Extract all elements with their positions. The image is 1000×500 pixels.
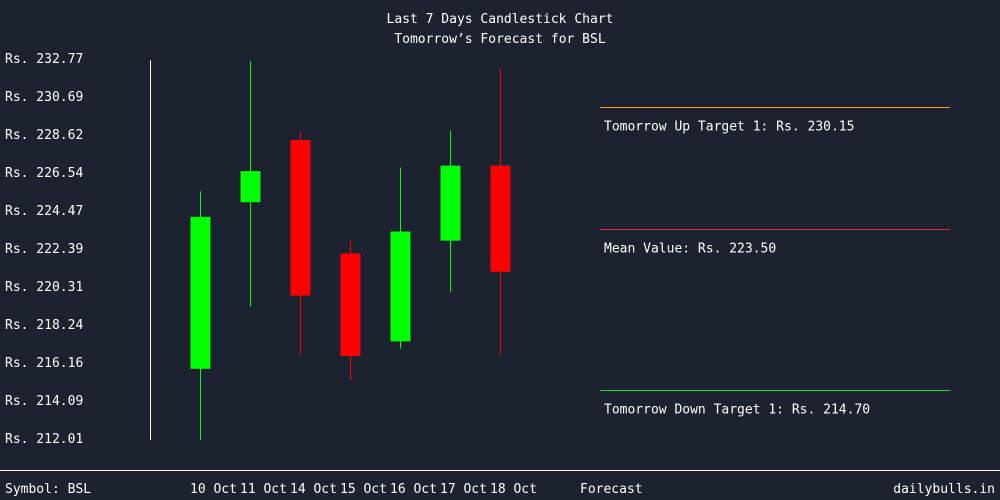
candle-body	[490, 165, 511, 272]
candle-body	[440, 165, 461, 241]
y-axis-ticks: Rs. 232.77 Rs. 230.69 Rs. 228.62 Rs. 226.54…	[5, 52, 83, 447]
footer-symbol: Symbol: BSL	[5, 482, 91, 497]
x-tick-label: 15 Oct	[340, 482, 387, 497]
y-tick-label: Rs. 226.54	[5, 166, 83, 181]
x-tick-label: 10 Oct	[190, 482, 237, 497]
x-axis-ticks: 10 Oct 11 Oct 14 Oct 15 Oct 16 Oct 17 Oct 18 O…	[190, 482, 537, 497]
chart-title: Last 7 Days Candlestick Chart	[387, 12, 614, 27]
y-tick-label: Rs. 224.47	[5, 204, 83, 219]
candle-body	[390, 231, 411, 342]
y-tick-label: Rs. 232.77	[5, 52, 83, 67]
forecast-label-mean: Mean Value: Rs. 223.50	[604, 242, 776, 257]
x-tick-label: 17 Oct	[440, 482, 487, 497]
candle-body	[190, 216, 211, 369]
chart-subtitle: Tomorrow’s Forecast for BSL	[394, 32, 605, 47]
y-tick-label: Rs. 216.16	[5, 356, 83, 371]
x-tick-label: 16 Oct	[390, 482, 437, 497]
y-tick-label: Rs. 222.39	[5, 242, 83, 257]
candle-body	[240, 171, 261, 203]
forecast-label: Forecast	[580, 482, 643, 497]
candle-body	[290, 139, 311, 296]
y-tick-label: Rs. 228.62	[5, 128, 83, 143]
y-tick-label: Rs. 220.31	[5, 280, 83, 295]
y-tick-label: Rs. 212.01	[5, 432, 83, 447]
y-tick-label: Rs. 230.69	[5, 90, 83, 105]
candles-group	[190, 61, 511, 441]
footer-brand: dailybulls.in	[893, 482, 995, 497]
forecast-label-down_target: Tomorrow Down Target 1: Rs. 214.70	[604, 403, 870, 418]
y-tick-label: Rs. 218.24	[5, 318, 83, 333]
x-tick-label: 14 Oct	[290, 482, 337, 497]
y-tick-label: Rs. 214.09	[5, 394, 83, 409]
forecast-group: Tomorrow Up Target 1: Rs. 230.15 Mean Val…	[600, 107, 950, 418]
candle-body	[340, 253, 361, 356]
forecast-label-up_target: Tomorrow Up Target 1: Rs. 230.15	[604, 120, 854, 135]
x-tick-label: 18 Oct	[490, 482, 537, 497]
x-tick-label: 11 Oct	[240, 482, 287, 497]
